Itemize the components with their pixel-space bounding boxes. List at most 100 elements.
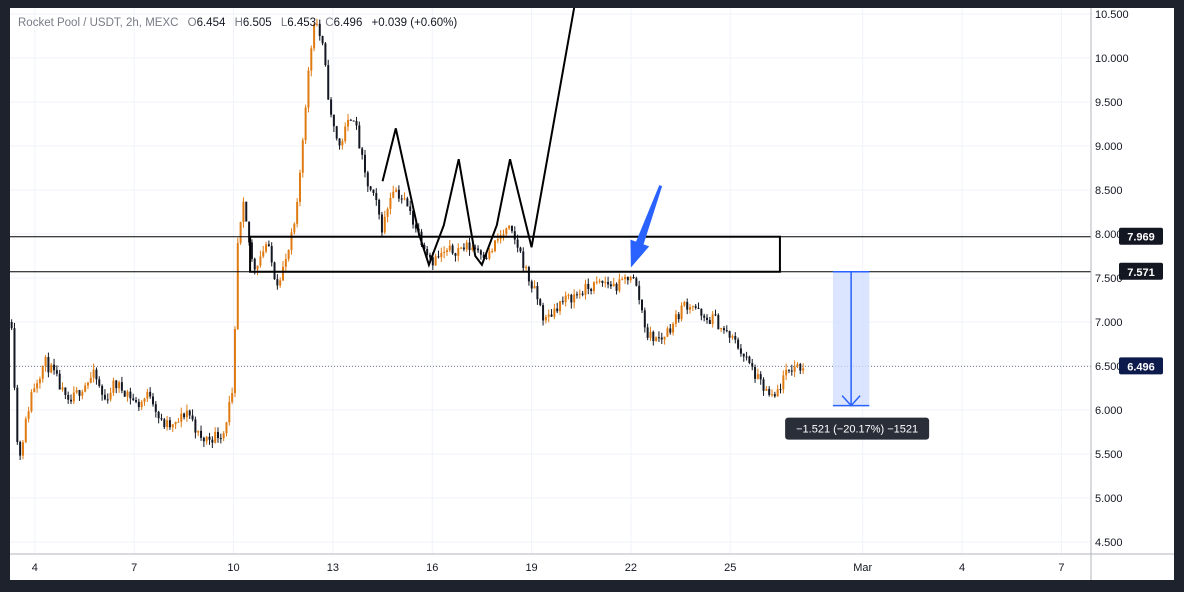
x-tick-label: 4: [959, 562, 965, 574]
candle-body: [573, 294, 576, 303]
candle-body: [737, 339, 740, 349]
candle-body: [383, 216, 386, 233]
candle-body: [700, 308, 703, 316]
candle-body: [759, 374, 762, 380]
candle-body: [349, 119, 352, 121]
candle-body: [581, 293, 584, 295]
candle-body: [785, 369, 788, 376]
candle-body: [180, 413, 183, 422]
candle-body: [84, 385, 87, 392]
candle-body: [344, 126, 347, 142]
y-tick-label: 4.500: [1095, 537, 1123, 549]
candle-body: [474, 247, 477, 249]
candle-body: [24, 418, 27, 443]
x-tick-label: 19: [525, 562, 537, 574]
candle-body: [304, 107, 307, 141]
candle-body: [485, 257, 488, 259]
candle-body: [219, 438, 222, 440]
y-tick-label: 5.000: [1095, 493, 1123, 505]
candle-body: [123, 390, 126, 397]
candle-body: [132, 398, 135, 400]
candle-body: [372, 189, 375, 194]
high-value: 6.505: [242, 17, 272, 29]
candle-body: [135, 399, 138, 402]
high-label: H: [234, 17, 243, 29]
price-axis[interactable]: 10.500 10.000 9.500 9.000 8.500 8.000 7.500 7.0…: [1090, 8, 1129, 580]
candle-body: [109, 392, 112, 400]
change-value: +0.039 (+0.60%): [371, 17, 458, 29]
candle-body: [465, 242, 468, 250]
open-value: 6.454: [196, 17, 226, 29]
candle-body: [689, 307, 692, 310]
candle-body: [397, 189, 400, 199]
candle-body: [607, 282, 610, 285]
candle-body: [64, 387, 67, 395]
candle-body: [776, 389, 779, 397]
chart-frame[interactable]: −1.521 (−20.17%) −1521 10.500 10.000 9.500…: [10, 8, 1174, 580]
candle-body: [279, 280, 282, 286]
candle-body: [276, 279, 279, 286]
measure-label: −1.521 (−20.17%) −1521: [796, 424, 918, 436]
x-tick-label: 16: [426, 562, 438, 574]
candle-body: [510, 225, 513, 232]
candle-body: [423, 245, 426, 249]
candle-body: [341, 141, 344, 146]
candle-body: [494, 240, 497, 252]
candle-body: [609, 284, 612, 287]
candle-body: [672, 323, 675, 333]
candle-body: [448, 245, 451, 251]
candle-body: [78, 390, 81, 396]
open-label: O: [187, 17, 197, 29]
last-price-tag: [1119, 357, 1163, 375]
candle-body: [674, 314, 677, 324]
candle-body: [400, 198, 403, 200]
candle-body: [222, 433, 225, 439]
close-value: 6.496: [333, 17, 363, 29]
x-tick-label: 4: [32, 562, 38, 574]
candle-body: [624, 276, 627, 280]
candle-body: [168, 420, 171, 428]
candle-body: [612, 283, 615, 287]
candle-body: [149, 391, 152, 397]
candle-body: [55, 370, 58, 374]
candle-body: [36, 383, 39, 389]
candle-body: [632, 276, 635, 279]
candle-body: [556, 308, 559, 312]
x-tick-label: 7: [131, 562, 137, 574]
candle-body: [443, 252, 446, 254]
candle-body: [53, 364, 56, 371]
candle-body: [762, 379, 765, 391]
candle-body: [527, 267, 530, 282]
candle-body: [310, 48, 313, 71]
candle-body: [711, 314, 714, 324]
symbol-title[interactable]: Rocket Pool / USDT, 2h, MEXC: [18, 17, 179, 29]
candle-body: [140, 401, 143, 408]
candle-body: [779, 389, 782, 391]
candle-body: [267, 244, 270, 247]
candle-body: [409, 206, 412, 211]
time-axis[interactable]: 4 7 10 13 16 19 22 25 Mar 4 7: [10, 553, 1174, 574]
y-tick-label: 8.000: [1095, 229, 1123, 241]
candle-body: [544, 316, 547, 321]
candle-body: [330, 99, 333, 115]
candle-body: [491, 251, 494, 253]
candle-body: [233, 329, 236, 394]
price-chart[interactable]: −1.521 (−20.17%) −1521 10.500 10.000 9.500…: [10, 8, 1174, 580]
candle-body: [160, 418, 163, 420]
candle-body: [799, 364, 802, 371]
candle-body: [106, 399, 109, 401]
candle-body: [652, 331, 655, 342]
candle-body: [95, 369, 98, 380]
y-tick-label: 9.500: [1095, 97, 1123, 109]
candle-body: [649, 331, 652, 338]
candle-body: [431, 257, 434, 266]
candle-body: [284, 258, 287, 267]
candle-body: [146, 391, 149, 399]
level-tag-label: 7.571: [1127, 267, 1155, 279]
candle-body: [386, 208, 389, 217]
candle-body: [163, 419, 166, 428]
candle-body: [748, 356, 751, 364]
candle-body: [587, 283, 590, 290]
candle-body: [796, 364, 799, 367]
candle-body: [347, 119, 350, 127]
